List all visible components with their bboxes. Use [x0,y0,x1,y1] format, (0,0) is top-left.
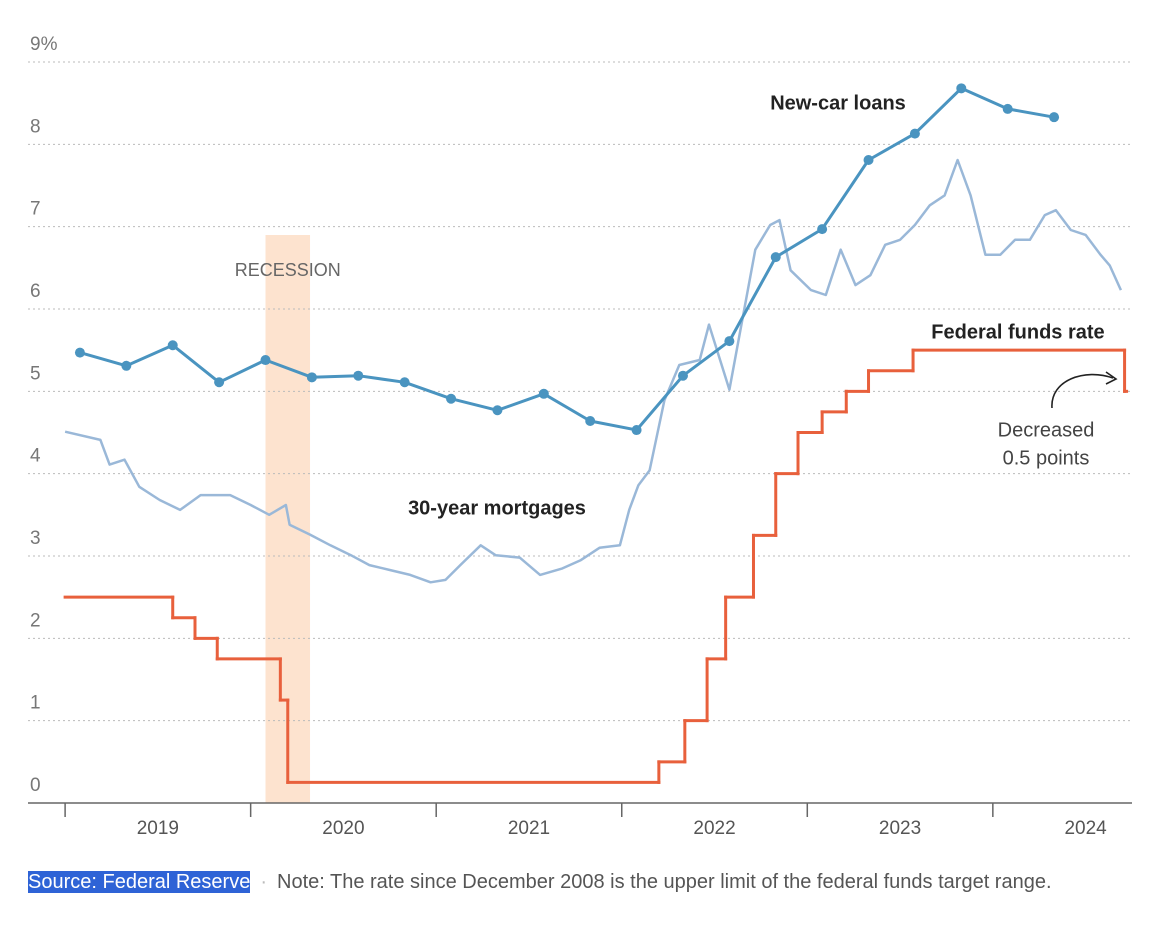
recession-label: RECESSION [235,260,341,280]
marker [585,415,596,426]
marker [677,370,688,381]
y-tick-label: 0 [30,775,41,796]
marker [724,336,735,347]
marker [167,340,178,351]
marker [863,154,874,165]
marker [214,377,225,388]
x-tick-label: 2020 [322,818,364,839]
separator: · [260,871,267,893]
series-label: 30-year mortgages [408,497,586,519]
y-tick-label: 5 [30,363,41,384]
x-tick-label: 2024 [1064,818,1107,839]
series-label: New-car loans [770,92,906,114]
marker [446,393,457,404]
marker [909,128,920,139]
x-tick-label: 2019 [137,818,179,839]
annotation: Decreased [998,419,1095,441]
y-tick-label: 9% [30,34,58,55]
y-tick-label: 2 [30,610,41,631]
marker [399,377,410,388]
footer: Source: Federal Reserve · Note: The rate s… [28,866,1143,898]
marker [1002,103,1013,114]
x-tick-label: 2021 [508,818,550,839]
annotation-arrowhead [1105,371,1118,385]
series-label: Federal funds rate [931,321,1104,343]
chart: RECESSION 0 1 2 3 4 5 6 7 8 9% 2019 2020 2021 2022 2023… [28,34,1132,839]
marker [306,372,317,383]
marker [74,347,85,358]
y-tick-label: 1 [30,693,41,714]
series-line [79,86,1055,432]
marker [1049,112,1060,123]
x-tick-label: 2023 [879,818,921,839]
marker [353,370,364,381]
marker [492,405,503,416]
series-line [64,158,1123,584]
y-tick-label: 8 [30,116,41,137]
marker [260,355,271,366]
background-layer: RECESSION 0 1 2 3 4 5 6 7 8 9% 2019 2020 2021 2022 2023… [28,34,1132,839]
marker [770,252,781,263]
marker [538,388,549,399]
marker [121,360,132,371]
y-tick-label: 4 [30,446,41,467]
marker [956,83,967,94]
annotation-arrow [1051,373,1114,409]
y-tick-label: 6 [30,281,41,302]
source: Source: Federal Reserve [28,871,251,893]
note: Note: The rate since December 2008 is th… [277,871,1052,893]
annotation: 0.5 points [1003,447,1090,469]
x-tick-label: 2022 [693,818,735,839]
marker [817,224,828,235]
marker [631,425,642,436]
y-tick-label: 3 [30,528,41,549]
y-tick-label: 7 [30,199,41,220]
